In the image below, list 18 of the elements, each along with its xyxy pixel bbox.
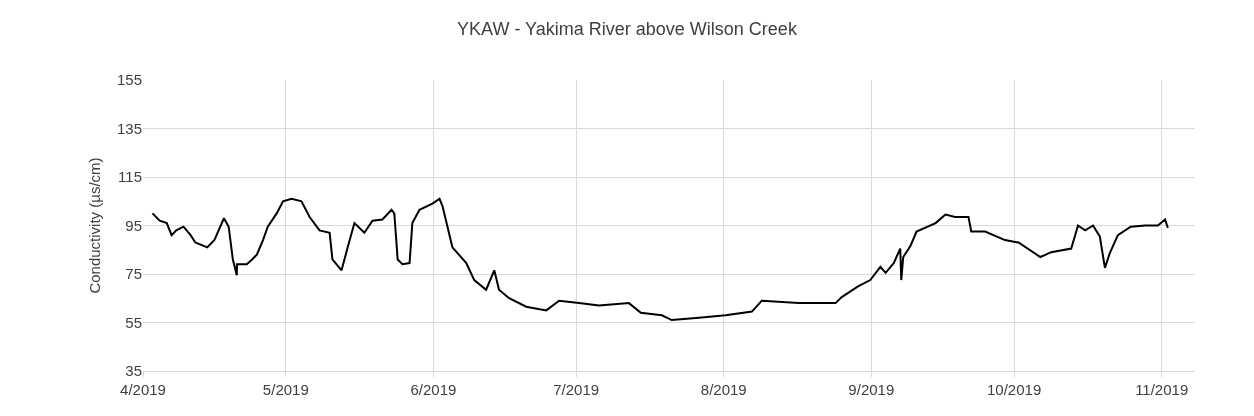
y-tick-label: 135	[116, 119, 142, 137]
x-tick-label: 5/2019	[262, 381, 309, 398]
x-tick-label: 10/2019	[986, 381, 1042, 398]
line-series	[151, 197, 1169, 322]
y-tick-label: 155	[116, 71, 142, 89]
x-tick-label: 9/2019	[848, 381, 895, 398]
y-tick-label: 95	[125, 216, 142, 234]
x-tick-label: 7/2019	[553, 381, 600, 398]
y-tick-label: 35	[125, 362, 142, 380]
y-tick-label: 55	[125, 313, 142, 331]
y-axis-title: Conductivity (µs/cm)	[86, 157, 104, 294]
x-tick-label: 4/2019	[120, 381, 166, 398]
y-tick-label: 75	[125, 265, 142, 283]
x-tick-label: 11/2019	[1135, 381, 1189, 398]
x-tick-label: 8/2019	[700, 381, 747, 398]
chart-title: YKAW - Yakima River above Wilson Creek	[457, 19, 798, 40]
x-tick-label: 6/2019	[410, 381, 457, 398]
y-tick-label: 115	[118, 168, 142, 186]
